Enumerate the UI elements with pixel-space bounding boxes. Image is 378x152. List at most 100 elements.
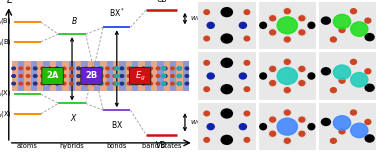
- Circle shape: [350, 59, 356, 64]
- Polygon shape: [144, 61, 151, 91]
- Circle shape: [299, 81, 305, 86]
- Ellipse shape: [364, 134, 375, 143]
- Polygon shape: [157, 61, 164, 91]
- Text: VB: VB: [156, 141, 167, 150]
- Circle shape: [156, 82, 160, 85]
- Circle shape: [204, 36, 209, 41]
- Circle shape: [185, 75, 189, 77]
- Ellipse shape: [283, 109, 291, 116]
- Circle shape: [299, 16, 305, 21]
- Ellipse shape: [321, 118, 331, 126]
- Circle shape: [84, 82, 88, 85]
- Ellipse shape: [259, 22, 267, 29]
- Bar: [259, 52, 316, 100]
- Ellipse shape: [307, 123, 315, 130]
- Circle shape: [115, 67, 119, 70]
- Circle shape: [177, 82, 181, 85]
- Bar: [319, 2, 376, 49]
- Circle shape: [270, 66, 276, 71]
- Polygon shape: [81, 61, 88, 91]
- Circle shape: [178, 82, 181, 85]
- Circle shape: [106, 82, 109, 85]
- Circle shape: [161, 67, 166, 70]
- Circle shape: [99, 75, 102, 77]
- Circle shape: [115, 82, 119, 85]
- Circle shape: [284, 88, 290, 93]
- Text: $E_g$: $E_g$: [135, 69, 146, 83]
- Circle shape: [12, 82, 15, 85]
- Circle shape: [120, 82, 124, 85]
- Circle shape: [77, 67, 81, 70]
- Bar: [198, 2, 256, 49]
- Circle shape: [55, 67, 59, 70]
- Circle shape: [299, 30, 305, 35]
- Ellipse shape: [321, 16, 331, 25]
- Circle shape: [142, 75, 145, 77]
- Circle shape: [178, 67, 181, 70]
- Circle shape: [106, 67, 109, 70]
- Circle shape: [270, 16, 276, 21]
- Text: $B$: $B$: [71, 15, 77, 26]
- Circle shape: [26, 75, 30, 77]
- Ellipse shape: [259, 123, 267, 130]
- Circle shape: [130, 67, 135, 70]
- Ellipse shape: [283, 8, 291, 15]
- Circle shape: [146, 67, 150, 70]
- Circle shape: [34, 82, 37, 85]
- Circle shape: [41, 67, 44, 70]
- Circle shape: [207, 124, 214, 130]
- Circle shape: [48, 67, 51, 70]
- Circle shape: [204, 60, 209, 65]
- Circle shape: [284, 59, 290, 64]
- Ellipse shape: [259, 72, 267, 80]
- Circle shape: [135, 75, 138, 77]
- Ellipse shape: [307, 22, 315, 29]
- Polygon shape: [37, 61, 43, 91]
- Bar: [259, 103, 316, 150]
- Polygon shape: [138, 61, 144, 91]
- Text: $W_{VB}$: $W_{VB}$: [190, 118, 204, 127]
- Circle shape: [26, 67, 30, 70]
- Circle shape: [207, 73, 214, 79]
- Circle shape: [41, 82, 44, 85]
- Text: $E_{\mathrm{s}}(\mathrm{B})$: $E_{\mathrm{s}}(\mathrm{B})$: [0, 37, 12, 47]
- Text: band states: band states: [142, 143, 181, 149]
- Polygon shape: [88, 61, 94, 91]
- Circle shape: [142, 67, 145, 70]
- Circle shape: [149, 82, 153, 85]
- Circle shape: [299, 66, 305, 71]
- Text: $W_{CB}$: $W_{CB}$: [190, 14, 204, 23]
- Circle shape: [70, 82, 73, 85]
- Ellipse shape: [283, 36, 291, 43]
- Circle shape: [62, 67, 66, 70]
- Circle shape: [127, 67, 131, 70]
- Polygon shape: [50, 61, 56, 91]
- Text: $\mathrm{BX}$: $\mathrm{BX}$: [111, 119, 123, 130]
- Circle shape: [270, 117, 276, 122]
- Circle shape: [339, 28, 345, 33]
- Circle shape: [339, 78, 345, 83]
- Text: 2A: 2A: [46, 71, 59, 81]
- Circle shape: [99, 82, 103, 85]
- Circle shape: [333, 14, 351, 29]
- Circle shape: [91, 67, 95, 70]
- Circle shape: [204, 87, 209, 92]
- Circle shape: [277, 118, 297, 135]
- Circle shape: [239, 22, 246, 28]
- Polygon shape: [43, 61, 50, 91]
- Ellipse shape: [364, 33, 375, 41]
- Circle shape: [120, 75, 124, 77]
- Circle shape: [156, 67, 160, 70]
- Circle shape: [351, 22, 368, 36]
- Circle shape: [135, 82, 138, 85]
- FancyBboxPatch shape: [129, 68, 151, 84]
- FancyBboxPatch shape: [81, 68, 102, 84]
- Circle shape: [244, 60, 249, 65]
- Circle shape: [130, 82, 135, 85]
- Circle shape: [207, 22, 214, 28]
- Ellipse shape: [220, 58, 233, 68]
- Ellipse shape: [268, 29, 277, 36]
- Ellipse shape: [220, 84, 233, 94]
- Ellipse shape: [297, 15, 306, 22]
- Circle shape: [330, 88, 336, 93]
